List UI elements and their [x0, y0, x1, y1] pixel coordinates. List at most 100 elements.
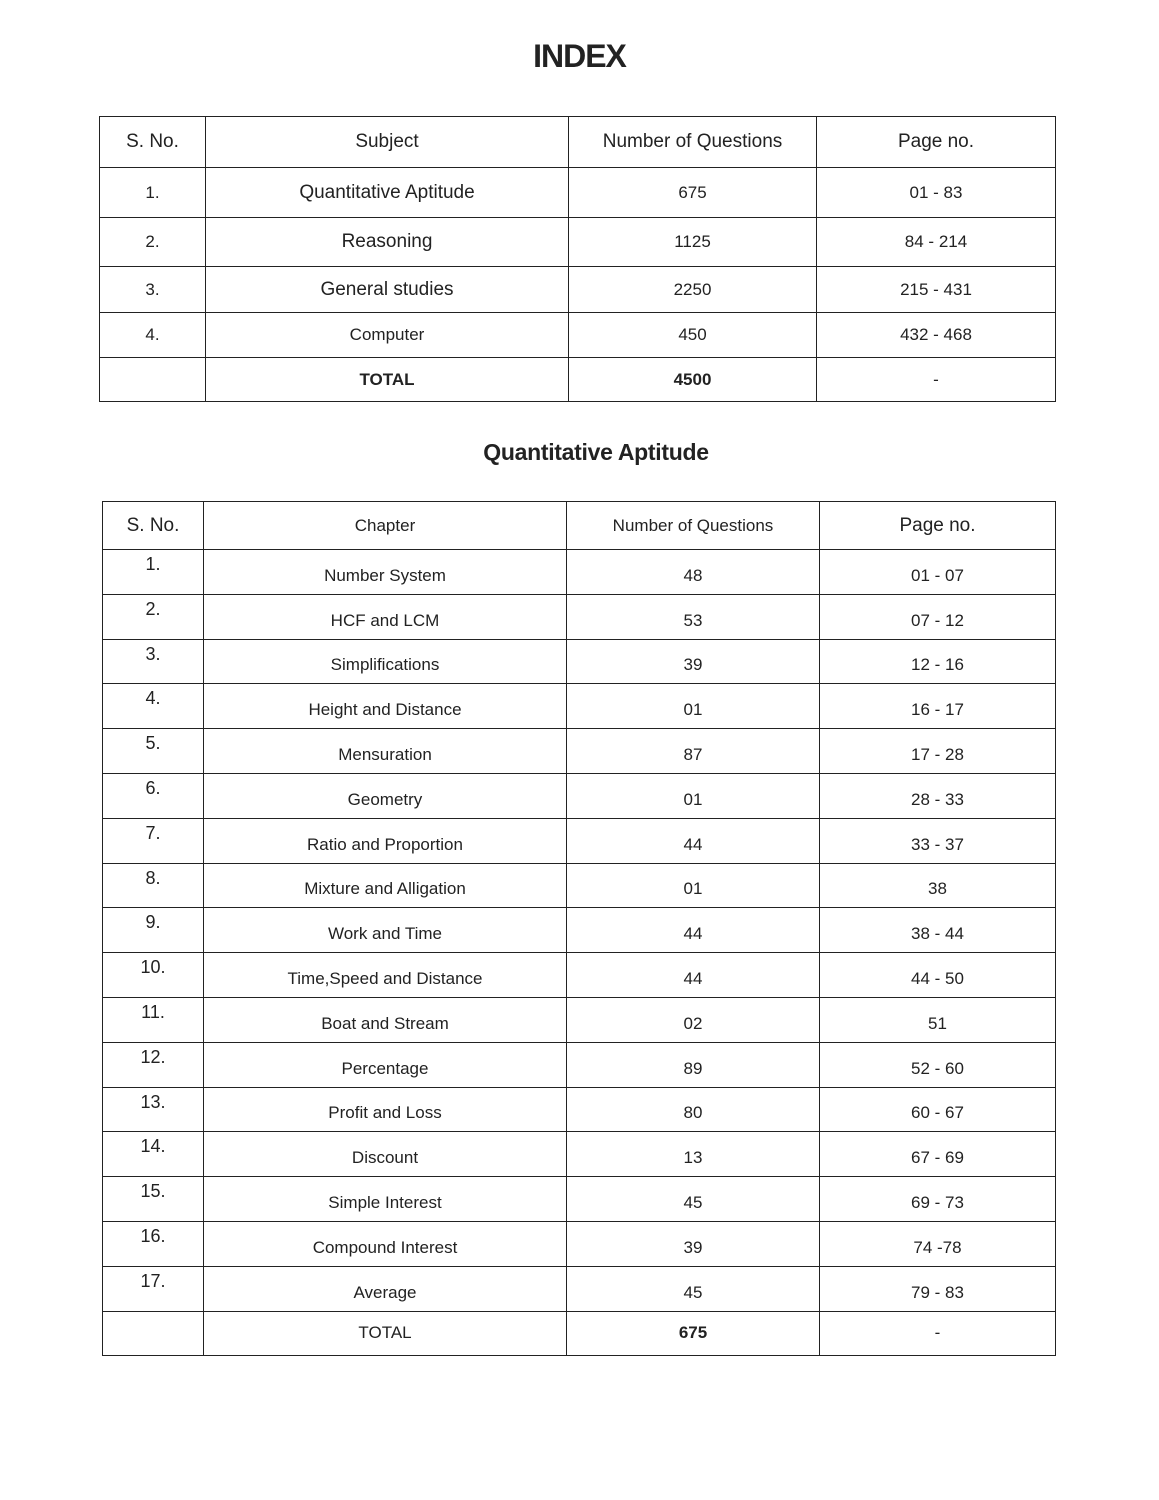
header-pages: Page no. [819, 501, 1056, 550]
pages-cell: 01 - 07 [819, 549, 1056, 595]
table-row: 12. Percentage 89 52 - 60 [102, 1041, 1056, 1088]
pages-cell: 12 - 16 [819, 638, 1056, 685]
total-pages: - [816, 357, 1056, 402]
header-questions: Number of Questions [566, 501, 820, 550]
sno-cell: 5. [102, 728, 204, 774]
questions-cell: 53 [566, 593, 820, 640]
pages-cell: 44 - 50 [819, 952, 1056, 998]
pages-cell: 432 - 468 [816, 312, 1056, 358]
questions-cell: 01 [566, 683, 820, 730]
sno-cell: 10. [102, 952, 204, 998]
subject-cell: Quantitative Aptitude [205, 167, 569, 218]
sno-cell: 6. [102, 772, 204, 819]
sno-cell: 13. [102, 1086, 204, 1133]
chapter-cell: Simplifications [203, 638, 567, 685]
questions-cell: 48 [566, 549, 820, 595]
pages-cell: 84 - 214 [816, 217, 1056, 267]
questions-cell: 2250 [568, 266, 817, 313]
pages-cell: 69 - 73 [819, 1176, 1056, 1222]
pages-cell: 67 - 69 [819, 1131, 1056, 1178]
sno-cell: 14. [102, 1131, 204, 1178]
table-row: 7. Ratio and Proportion 44 33 - 37 [102, 817, 1056, 864]
chapter-cell: Profit and Loss [203, 1086, 567, 1133]
chapter-cell: Compound Interest [203, 1220, 567, 1267]
chapter-cell: Mensuration [203, 728, 567, 774]
pages-cell: 79 - 83 [819, 1265, 1056, 1312]
questions-cell: 39 [566, 638, 820, 685]
subject-cell: Computer [205, 312, 569, 358]
pages-cell: 74 -78 [819, 1220, 1056, 1267]
header-chapter: Chapter [203, 501, 567, 550]
chapter-cell: Ratio and Proportion [203, 817, 567, 864]
total-label: TOTAL [203, 1310, 567, 1357]
questions-cell: 45 [566, 1265, 820, 1312]
header-pages: Page no. [816, 116, 1056, 168]
sno-cell: 2. [102, 593, 204, 640]
questions-cell: 44 [566, 817, 820, 864]
sno-cell: 15. [102, 1176, 204, 1222]
sno-cell: 1. [99, 167, 206, 218]
table-header-row: S. No. Subject Number of Questions Page … [99, 116, 1056, 168]
table-row: 16. Compound Interest 39 74 -78 [102, 1220, 1056, 1267]
sno-cell: 7. [102, 817, 204, 864]
sno-cell: 4. [99, 312, 206, 358]
pages-cell: 01 - 83 [816, 167, 1056, 218]
chapter-cell: Time,Speed and Distance [203, 952, 567, 998]
questions-cell: 1125 [568, 217, 817, 267]
total-row: TOTAL 4500 - [99, 357, 1056, 402]
chapter-cell: Number System [203, 549, 567, 595]
table-row: 4. Computer 450 432 - 468 [99, 312, 1056, 358]
questions-cell: 44 [566, 907, 820, 954]
table-row: 3. Simplifications 39 12 - 16 [102, 638, 1056, 685]
questions-cell: 89 [566, 1041, 820, 1088]
pages-cell: 215 - 431 [816, 266, 1056, 313]
questions-cell: 13 [566, 1131, 820, 1178]
subject-cell: General studies [205, 266, 569, 313]
pages-cell: 38 - 44 [819, 907, 1056, 954]
chapter-cell: Boat and Stream [203, 996, 567, 1043]
questions-cell: 44 [566, 952, 820, 998]
table-row: 13. Profit and Loss 80 60 - 67 [102, 1086, 1056, 1133]
total-pages: - [819, 1310, 1056, 1357]
empty-cell [99, 357, 206, 402]
sno-cell: 1. [102, 549, 204, 595]
chapter-cell: Average [203, 1265, 567, 1312]
questions-cell: 01 [566, 772, 820, 819]
chapter-cell: Discount [203, 1131, 567, 1178]
questions-cell: 02 [566, 996, 820, 1043]
pages-cell: 33 - 37 [819, 817, 1056, 864]
chapter-cell: Height and Distance [203, 683, 567, 730]
chapter-cell: Geometry [203, 772, 567, 819]
questions-cell: 39 [566, 1220, 820, 1267]
chapter-table: S. No. Chapter Number of Questions Page … [102, 501, 1056, 1357]
questions-cell: 675 [568, 167, 817, 218]
table-row: 4. Height and Distance 01 16 - 17 [102, 683, 1056, 730]
section-title: Quantitative Aptitude [483, 439, 709, 465]
header-sno: S. No. [99, 116, 206, 168]
sno-cell: 12. [102, 1041, 204, 1088]
chapter-cell: Percentage [203, 1041, 567, 1088]
total-label: TOTAL [205, 357, 569, 402]
index-table: S. No. Subject Number of Questions Page … [99, 116, 1056, 402]
table-header-row: S. No. Chapter Number of Questions Page … [102, 501, 1056, 550]
table-row: 2. Reasoning 1125 84 - 214 [99, 217, 1056, 267]
sno-cell: 3. [102, 638, 204, 685]
page-title: INDEX [533, 38, 627, 74]
total-questions: 675 [566, 1310, 820, 1357]
sno-cell: 17. [102, 1265, 204, 1312]
table-row: 5. Mensuration 87 17 - 28 [102, 728, 1056, 774]
table-row: 1. Quantitative Aptitude 675 01 - 83 [99, 167, 1056, 218]
chapter-cell: Simple Interest [203, 1176, 567, 1222]
questions-cell: 80 [566, 1086, 820, 1133]
table-row: 11. Boat and Stream 02 51 [102, 996, 1056, 1043]
chapter-cell: Mixture and Alligation [203, 862, 567, 909]
questions-cell: 87 [566, 728, 820, 774]
empty-cell [102, 1310, 204, 1357]
table-row: 17. Average 45 79 - 83 [102, 1265, 1056, 1312]
pages-cell: 52 - 60 [819, 1041, 1056, 1088]
sno-cell: 4. [102, 683, 204, 730]
chapter-cell: HCF and LCM [203, 593, 567, 640]
table-row: 9. Work and Time 44 38 - 44 [102, 907, 1056, 954]
sno-cell: 2. [99, 217, 206, 267]
table-row: 8. Mixture and Alligation 01 38 [102, 862, 1056, 909]
